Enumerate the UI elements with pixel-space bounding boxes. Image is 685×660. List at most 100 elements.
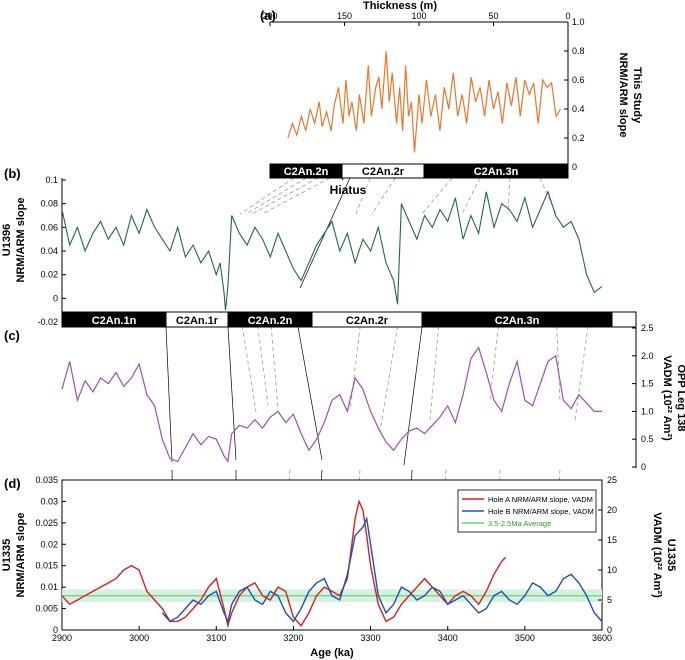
panel-a-series-line (287, 50, 562, 153)
solid-tie-line (297, 326, 323, 461)
panel-d-xtick-label: 3000 (129, 633, 149, 643)
panel-a-chron-segment (423, 163, 569, 179)
panel-a-ylabel-line1: This Study (631, 67, 643, 124)
dashed-tie-line (379, 311, 401, 433)
panel-b-ytick-label: 0 (53, 293, 58, 303)
panel-c-yticks: 0 0.5 1.0 1.5 2.0 2.5 (632, 323, 654, 472)
panel-d-ytick2-label: 10 (607, 565, 617, 575)
panel-a-ytick-label: 0.4 (572, 104, 585, 114)
dashed-tie-line (251, 177, 319, 215)
panel-b-chron-label: C2An.3n (495, 315, 540, 327)
legend: Hole A NRM/ARM slope, VADM Hole B NRM/AR… (457, 489, 597, 533)
panel-a-xtick-label: 50 (488, 11, 498, 21)
panel-d-ylabel2-line1: U1335 (665, 539, 677, 571)
panel-d-ylabel-line1: U1335 (1, 539, 13, 571)
panel-d-ytick2-label: 0 (607, 625, 612, 635)
panel-b-chron-label: C2An.2n (248, 315, 293, 327)
panel-a-ytick-label: 0 (572, 162, 577, 172)
dashed-tie-line (429, 311, 441, 421)
panel-d-ytick2-label: 15 (607, 535, 617, 545)
panel-a-ytick-label: 0.8 (572, 46, 585, 56)
solid-tie-line (227, 326, 237, 461)
panel-a-chron-label: C2An.3n (474, 166, 519, 178)
solid-tie-line (403, 326, 423, 466)
panel-d-ylabel2-line2: VADM (10²² Am²) (651, 512, 663, 598)
panel-a-xtick-label: 200 (262, 11, 277, 21)
legend-label-average: 3.5-2.5Ma Average (488, 519, 551, 528)
dashed-tie-line (371, 177, 396, 215)
panel-b-ylabel-line2: NRM/ARM slope (15, 198, 27, 283)
panel-d-ytick-label: 0.02 (40, 539, 58, 549)
panel-a-chron-bar: C2An.2n C2An.2r C2An.3n (269, 163, 569, 179)
dashed-tie-line (239, 177, 295, 215)
legend-label-hole-b: Hole B NRM/ARM slope, VADM (488, 507, 594, 516)
panel-d-yticks-left: 0 0.005 0.01 0.015 0.02 0.025 0.03 0.035 (35, 475, 66, 635)
solid-tie-line (165, 326, 173, 463)
panel-d-xtick-label: 3400 (438, 633, 458, 643)
panel-a-xtick-label: 100 (411, 11, 426, 21)
panel-b-ytick-label: 0.1 (45, 175, 58, 185)
panel-d-xtick-label: 3300 (361, 633, 381, 643)
panel-c: (c) 0 0.5 1.0 1.5 2.0 2.5 OPP Leg 138 VADM (1… (4, 323, 685, 472)
dashed-tie-line (239, 311, 257, 413)
panel-d-xticks: 2900 3000 3100 3200 3300 3400 3500 3600 (52, 626, 612, 643)
panel-b-ylabel-line1: U1396 (1, 224, 13, 256)
panel-d-xtick-label: 3100 (206, 633, 226, 643)
panel-d-ytick2-label: 25 (607, 475, 617, 485)
panel-a-xtick-label: 150 (337, 11, 352, 21)
dashed-tie-line (507, 177, 511, 215)
panel-d-ytick-label: 0.015 (35, 561, 58, 571)
dashed-tie-line (269, 311, 279, 409)
panel-b-series-line (61, 190, 603, 311)
panel-a-xlabel: Thickness (m) (363, 0, 437, 12)
panel-a-chron-label: C2An.2n (284, 166, 329, 178)
panel-a: (a) Thickness (m) 200 150 100 50 0 0 0.2 0.4 0.… (260, 0, 643, 179)
panel-a-ylabel-line2: NRM/ARM slope (617, 53, 629, 138)
hole-b-series-line (161, 516, 603, 624)
panel-d-ytick-label: 0.03 (40, 496, 58, 506)
panel-b-chron-label: C2An.1r (176, 315, 219, 327)
panel-b-ytick-label: 0.02 (40, 270, 58, 280)
panel-c-ytick-label: 1.5 (641, 379, 654, 389)
panel-b-label: (b) (4, 166, 21, 181)
panel-b-ytick-label: 0.08 (40, 199, 58, 209)
panel-a-ytick-label: 0.2 (572, 133, 585, 143)
panel-d-xtick-label: 2900 (52, 633, 72, 643)
panel-d-ytick-label: 0.035 (35, 475, 58, 485)
dashed-tie-line (421, 177, 453, 215)
panel-d-xtick-label: 3600 (592, 633, 612, 643)
dashed-tie-line (261, 177, 331, 215)
panel-d-ytick2-label: 5 (607, 595, 612, 605)
panel-d: (d) 2900 3000 3100 3200 3300 3400 3500 3600 0 0.… (1, 475, 677, 659)
hiatus-annotation: Hiatus (330, 183, 367, 197)
dashed-tie-line (245, 177, 307, 215)
panel-a-label: (a) (260, 8, 276, 23)
panel-a-ytick-label: 1.0 (572, 17, 585, 27)
dashed-tie-line (461, 177, 481, 215)
hole-a-series-line (61, 499, 507, 629)
panel-a-xtick-label: 0 (565, 11, 570, 21)
panel-c-series-line (61, 346, 602, 463)
panel-d-ytick-label: 0.025 (35, 518, 58, 528)
panel-d-label: (d) (4, 476, 21, 491)
panel-b-chron-label: C2An.1n (92, 315, 137, 327)
panel-c-ytick-label: 2.5 (641, 323, 654, 333)
panel-c-ylabel-line1: OPP Leg 138 (675, 364, 685, 431)
panel-d-yticks-right: 0 5 10 15 20 25 (598, 475, 617, 635)
panel-c-label: (c) (4, 328, 20, 343)
panel-a-yticks: 0 0.2 0.4 0.6 0.8 1.0 (564, 17, 585, 172)
panel-a-xticks: 200 150 100 50 0 (262, 11, 571, 26)
panel-c-ytick-label: 0.5 (641, 434, 654, 444)
panel-b-chron-bar: C2An.1n C2An.1r C2An.2n C2An.2r C2An.3n (61, 311, 637, 328)
panel-d-ytick-label: 0 (53, 625, 58, 635)
panel-d-ylabel-line2: NRM/ARM slope (15, 513, 27, 598)
panel-a-chron-label: C2An.2r (362, 166, 405, 178)
panel-c-ytick-label: 2.0 (641, 351, 654, 361)
panel-c-ytick-label: 1.0 (641, 406, 654, 416)
panel-b-yticks: -0.02 0 0.02 0.04 0.06 0.08 0.1 (37, 175, 66, 327)
legend-label-hole-a: Hole A NRM/ARM slope, VADM (488, 495, 593, 504)
panel-c-ylabel-line2: VADM (10²² Am²) (661, 355, 673, 441)
panel-b-ytick-label: -0.02 (37, 317, 58, 327)
panel-d-ytick2-label: 20 (607, 505, 617, 515)
